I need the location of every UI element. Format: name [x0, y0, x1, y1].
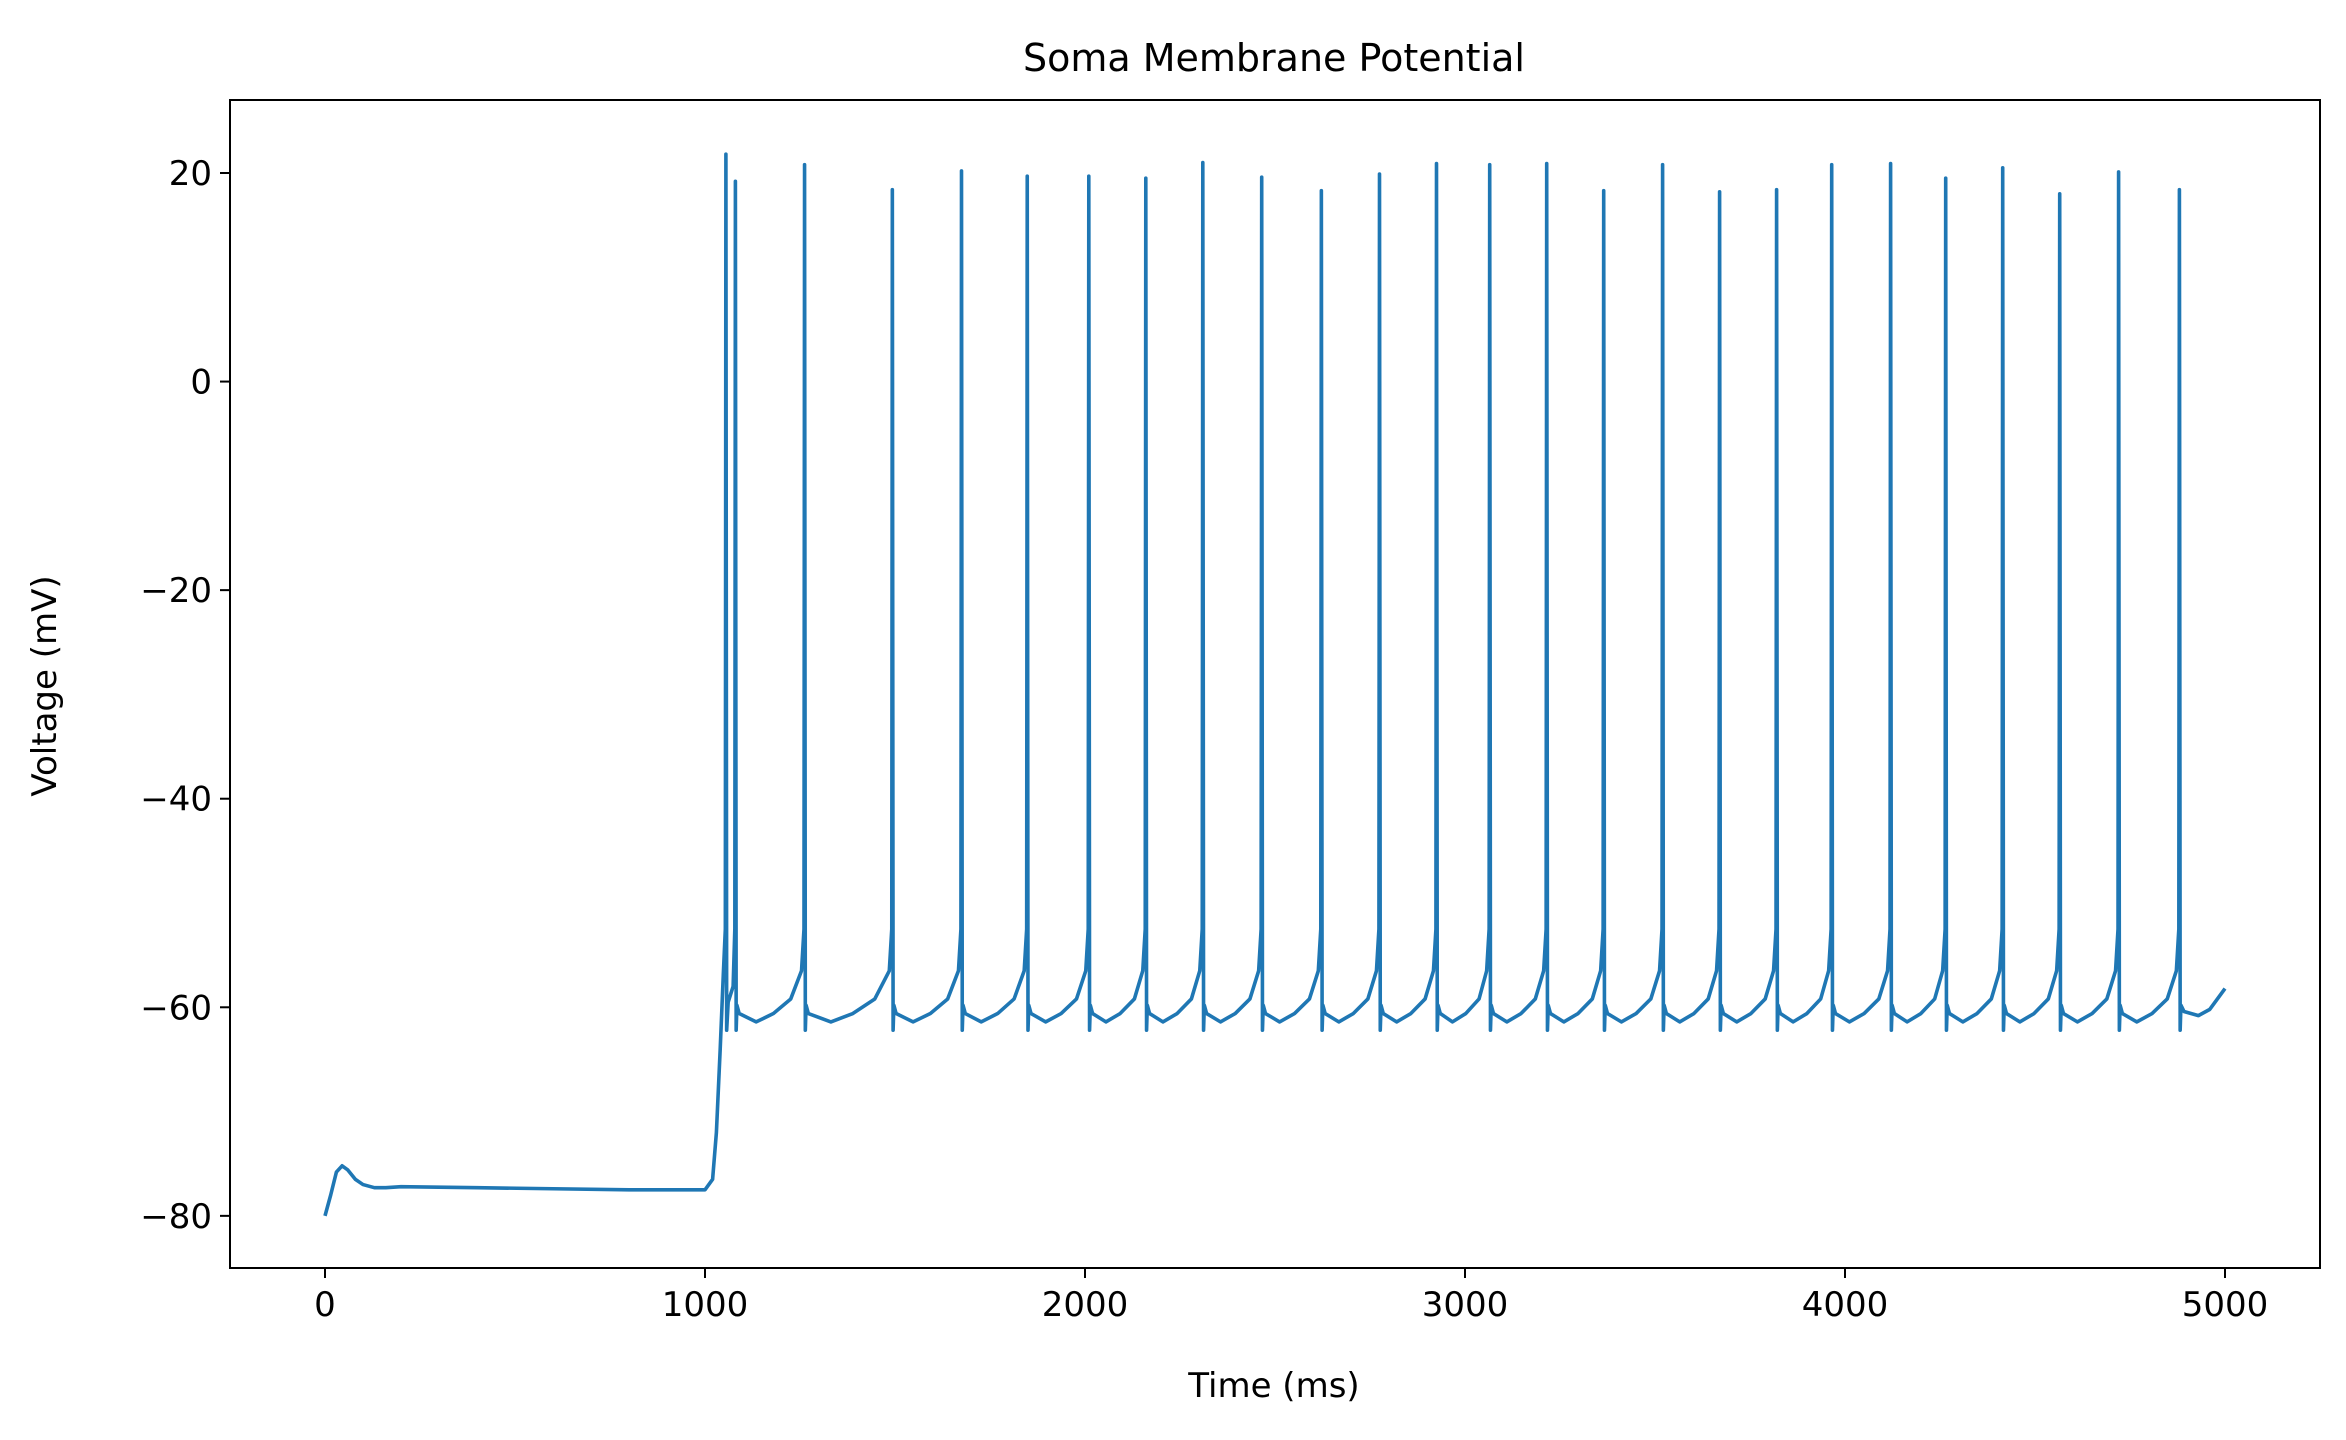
y-axis-ticks: −80 −60 −40 −20 0 20 — [140, 154, 230, 1237]
plot-frame — [229, 99, 2321, 1269]
x-axis-label: Time (ms) — [1187, 1366, 1359, 1406]
chart-title: Soma Membrane Potential — [1023, 36, 1525, 80]
y-tick-label: −80 — [140, 1197, 212, 1237]
x-tick-label: 1000 — [662, 1285, 749, 1325]
x-tick-label: 2000 — [1042, 1285, 1129, 1325]
y-tick-label: 0 — [190, 363, 212, 403]
y-tick-label: −20 — [140, 571, 212, 611]
y-axis-label: Voltage (mV) — [25, 575, 65, 796]
x-tick-label: 3000 — [1422, 1285, 1509, 1325]
x-axis-ticks: 0 1000 2000 3000 4000 5000 — [314, 1268, 2268, 1325]
x-tick-label: 5000 — [2182, 1285, 2269, 1325]
x-tick-label: 4000 — [1802, 1285, 1889, 1325]
y-tick-label: −60 — [140, 988, 212, 1028]
plot-area — [323, 152, 2227, 1217]
voltage-trace-line — [323, 152, 2227, 1217]
x-tick-label: 0 — [314, 1285, 336, 1325]
y-tick-label: −40 — [140, 780, 212, 820]
y-tick-label: 20 — [169, 154, 212, 194]
